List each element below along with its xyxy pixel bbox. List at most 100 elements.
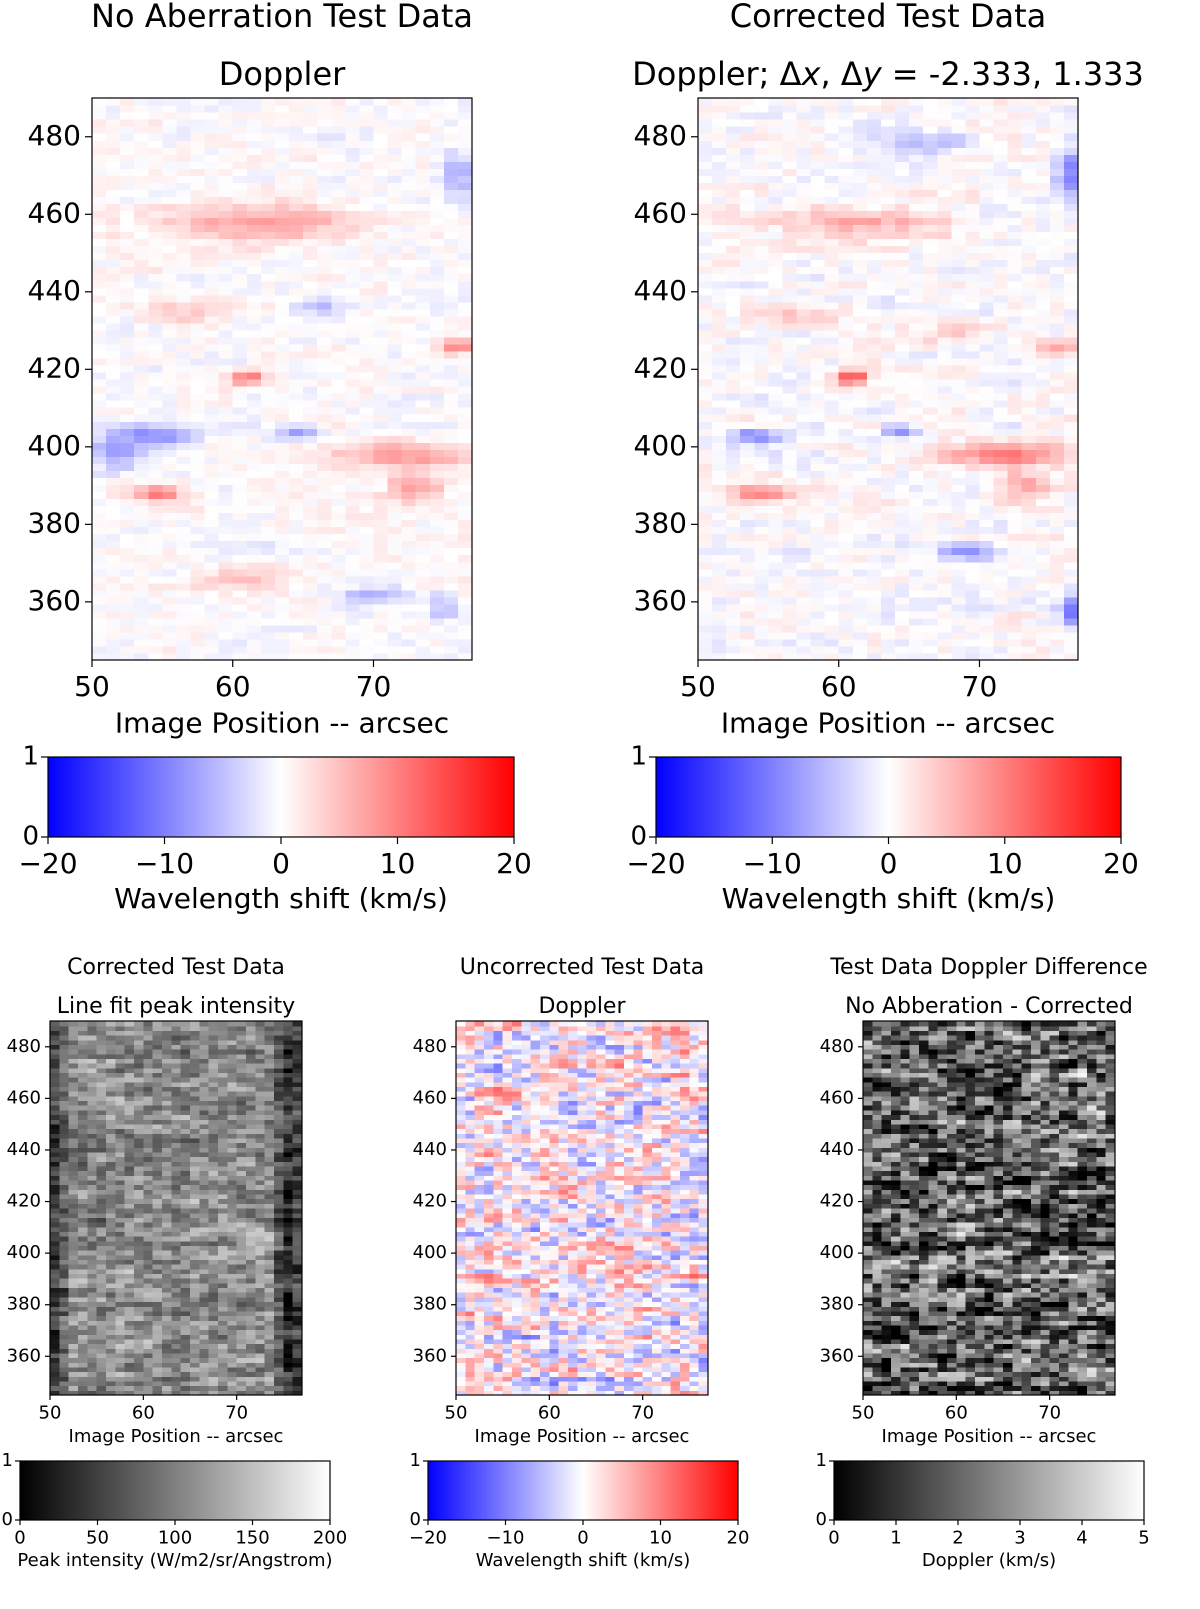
heatmap-cell bbox=[838, 596, 854, 605]
heatmap-cell bbox=[246, 105, 262, 113]
heatmap-cell bbox=[143, 1385, 154, 1391]
heatmap-cell bbox=[429, 140, 445, 148]
heatmap-cell bbox=[838, 203, 854, 212]
heatmap-cell bbox=[993, 210, 1009, 219]
heatmap-cell bbox=[92, 589, 107, 598]
heatmap-cell bbox=[1021, 280, 1037, 289]
heatmap-cell bbox=[852, 400, 868, 408]
heatmap-cell bbox=[429, 547, 445, 556]
heatmap-cell bbox=[176, 568, 192, 577]
heatmap-cell bbox=[754, 231, 769, 240]
heatmap-cell bbox=[1007, 652, 1023, 661]
heatmap-cell bbox=[148, 575, 163, 584]
heatmap-cell bbox=[810, 421, 826, 429]
heatmap-cell bbox=[979, 343, 995, 352]
heatmap-cell bbox=[443, 589, 459, 598]
heatmap-cell bbox=[443, 533, 459, 542]
heatmap-cell bbox=[401, 596, 417, 605]
heatmap-cell bbox=[92, 350, 107, 359]
heatmap-cell bbox=[373, 266, 389, 275]
heatmap-cell bbox=[895, 210, 910, 219]
heatmap-cell bbox=[1021, 617, 1037, 626]
heatmap-cell bbox=[171, 1352, 182, 1359]
heatmap-cell bbox=[246, 126, 262, 134]
heatmap-cell bbox=[768, 421, 784, 429]
heatmap-cell bbox=[274, 231, 290, 240]
heatmap-cell bbox=[120, 301, 135, 310]
heatmap-cell bbox=[387, 294, 403, 303]
heatmap-cell bbox=[909, 301, 924, 310]
heatmap-cell bbox=[712, 449, 727, 457]
heatmap-cell bbox=[852, 154, 868, 162]
heatmap-cell bbox=[204, 266, 220, 275]
heatmap-cell bbox=[134, 322, 149, 331]
heatmap-cell bbox=[754, 631, 769, 640]
chart-subtitle: Doppler; Δx, Δy = -2.333, 1.333 bbox=[632, 55, 1144, 93]
heatmap-cell bbox=[415, 575, 431, 584]
heatmap-cell bbox=[782, 182, 798, 190]
heatmap-cell bbox=[457, 533, 473, 542]
heatmap-cell bbox=[866, 624, 882, 633]
heatmap-cell bbox=[1049, 210, 1065, 219]
heatmap-cell bbox=[92, 112, 107, 120]
heatmap-cell bbox=[824, 182, 840, 190]
heatmap-cell bbox=[726, 652, 741, 661]
heatmap-cell bbox=[303, 126, 318, 134]
heatmap-cell bbox=[1063, 414, 1079, 422]
heatmap-cell bbox=[401, 224, 417, 233]
heatmap-cell bbox=[993, 568, 1009, 577]
subtitle-part: = -2.333, 1.333 bbox=[882, 55, 1144, 93]
heatmap-cell bbox=[359, 259, 375, 268]
heatmap-cell bbox=[880, 603, 896, 612]
heatmap-cell bbox=[190, 379, 206, 387]
heatmap-cell bbox=[923, 315, 938, 324]
heatmap-cell bbox=[246, 1376, 256, 1382]
heatmap-cell bbox=[457, 210, 473, 219]
heatmap-cell bbox=[359, 505, 375, 514]
heatmap-cell bbox=[768, 350, 784, 359]
heatmap-cell bbox=[796, 196, 812, 204]
heatmap-cell bbox=[345, 400, 360, 408]
heatmap-cell bbox=[1007, 519, 1023, 528]
heatmap-cell bbox=[1035, 280, 1051, 289]
x-tick-label: 60 bbox=[215, 670, 251, 703]
heatmap-cell bbox=[782, 596, 798, 605]
heatmap-cell bbox=[401, 119, 417, 127]
heatmap-cell bbox=[218, 1343, 228, 1349]
heatmap-cell bbox=[50, 1348, 60, 1354]
heatmap-cell bbox=[909, 364, 924, 373]
heatmap-cell bbox=[401, 484, 417, 493]
heatmap-cell bbox=[148, 561, 163, 570]
heatmap-cell bbox=[246, 364, 262, 373]
heatmap-cell bbox=[401, 533, 417, 542]
heatmap-cell bbox=[768, 610, 784, 619]
heatmap-cell bbox=[951, 126, 966, 134]
heatmap-cell bbox=[429, 470, 445, 478]
heatmap-cell bbox=[1021, 371, 1037, 380]
heatmap-cell bbox=[951, 554, 966, 563]
heatmap-cell bbox=[176, 259, 192, 268]
heatmap-cell bbox=[246, 196, 262, 204]
heatmap-cell bbox=[838, 491, 854, 500]
heatmap-cell bbox=[951, 568, 966, 577]
heatmap-cell bbox=[1007, 533, 1023, 542]
heatmap-cell bbox=[162, 1315, 172, 1321]
heatmap-cell bbox=[176, 371, 192, 380]
heatmap-cell bbox=[993, 603, 1009, 612]
heatmap-cell bbox=[218, 400, 234, 408]
heatmap-cell bbox=[740, 252, 755, 261]
heatmap-cell bbox=[246, 617, 262, 626]
heatmap-cell bbox=[979, 526, 995, 535]
heatmap-cell bbox=[283, 1334, 294, 1340]
heatmap-cell bbox=[232, 329, 248, 338]
heatmap-cell bbox=[204, 400, 220, 408]
heatmap-cell bbox=[1063, 449, 1079, 457]
heatmap-cell bbox=[979, 540, 995, 549]
heatmap-cell bbox=[204, 631, 220, 640]
heatmap-cell bbox=[50, 1357, 60, 1363]
heatmap-cell bbox=[415, 638, 431, 647]
heatmap-cell bbox=[726, 631, 741, 640]
heatmap-cell bbox=[292, 1320, 303, 1326]
heatmap-cell bbox=[162, 364, 178, 373]
heatmap-cell bbox=[171, 1343, 182, 1349]
